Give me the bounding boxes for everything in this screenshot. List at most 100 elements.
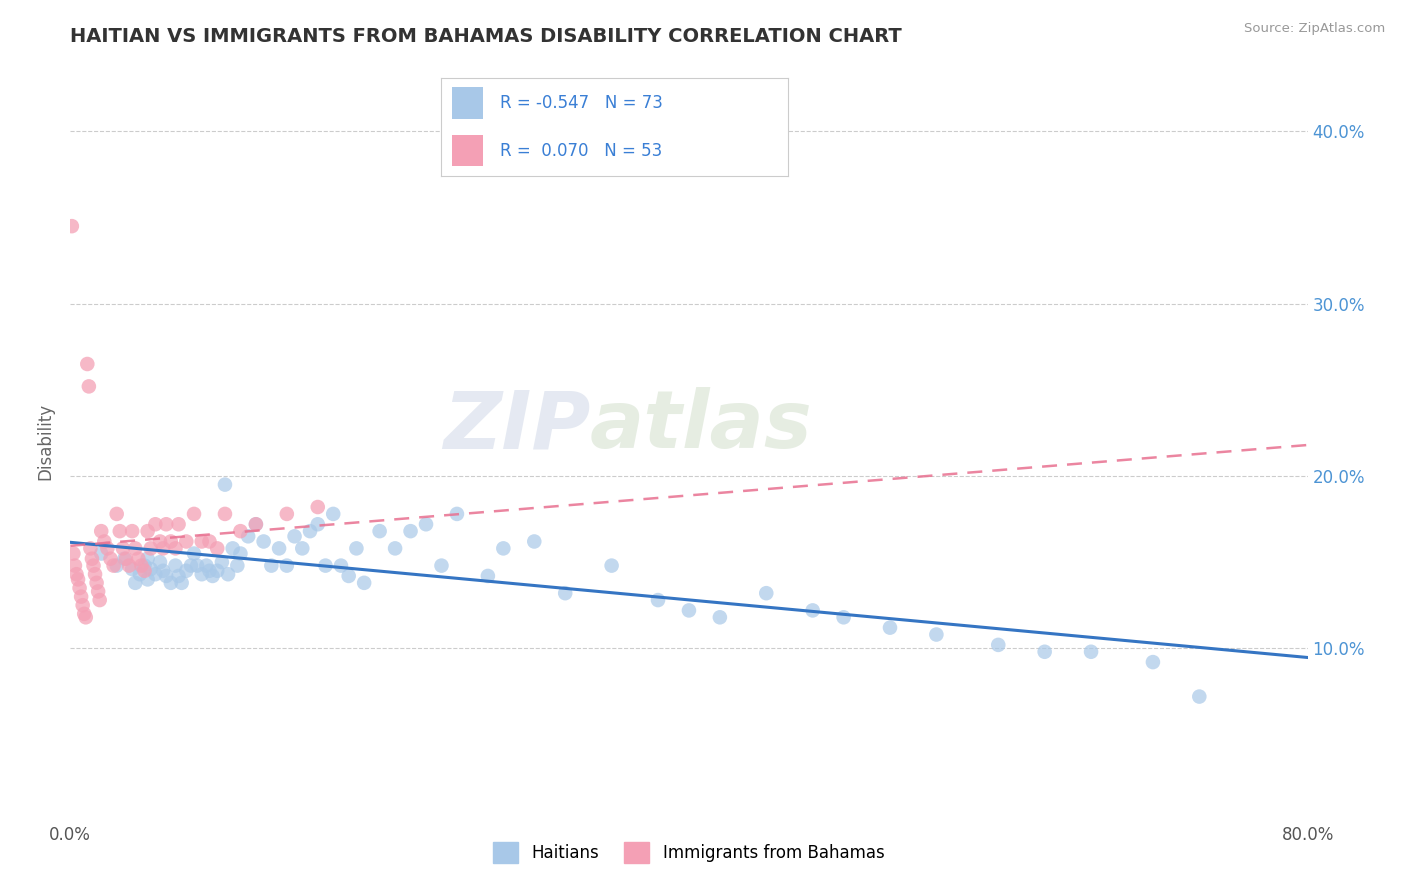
- Point: [191, 534, 214, 549]
- Point: [214, 507, 236, 521]
- Point: [183, 507, 205, 521]
- Point: [84, 567, 107, 582]
- Point: [346, 541, 368, 556]
- Point: [477, 569, 499, 583]
- Point: [384, 541, 406, 556]
- Point: [217, 567, 239, 582]
- Point: [174, 564, 197, 578]
- Point: [1033, 645, 1056, 659]
- Point: [62, 547, 84, 561]
- Point: [134, 558, 156, 573]
- Point: [90, 547, 112, 561]
- Point: [76, 357, 98, 371]
- Point: [105, 558, 128, 573]
- Point: [191, 567, 214, 582]
- Point: [399, 524, 422, 538]
- Point: [124, 541, 146, 556]
- Text: atlas: atlas: [591, 387, 813, 466]
- Point: [90, 524, 112, 538]
- Point: [73, 607, 96, 621]
- Point: [136, 524, 159, 538]
- Point: [238, 529, 260, 543]
- Point: [207, 564, 229, 578]
- Point: [832, 610, 855, 624]
- Text: ZIP: ZIP: [443, 387, 591, 466]
- Point: [160, 575, 183, 590]
- Point: [198, 534, 221, 549]
- Point: [368, 524, 391, 538]
- Point: [60, 219, 83, 234]
- Point: [269, 541, 291, 556]
- Point: [103, 558, 125, 573]
- Point: [211, 555, 233, 569]
- Text: Source: ZipAtlas.com: Source: ZipAtlas.com: [1244, 22, 1385, 36]
- Point: [245, 517, 267, 532]
- Point: [149, 534, 172, 549]
- Point: [186, 558, 208, 573]
- Point: [925, 627, 948, 641]
- Y-axis label: Disability: Disability: [37, 403, 55, 480]
- Point: [72, 599, 94, 613]
- Point: [330, 558, 353, 573]
- Point: [492, 541, 515, 556]
- Point: [165, 541, 187, 556]
- Point: [198, 564, 221, 578]
- Point: [75, 610, 97, 624]
- Point: [105, 507, 128, 521]
- Point: [554, 586, 576, 600]
- Point: [260, 558, 283, 573]
- Point: [80, 551, 103, 566]
- Point: [93, 534, 115, 549]
- Point: [229, 547, 252, 561]
- Text: HAITIAN VS IMMIGRANTS FROM BAHAMAS DISABILITY CORRELATION CHART: HAITIAN VS IMMIGRANTS FROM BAHAMAS DISAB…: [70, 27, 903, 45]
- Point: [127, 551, 149, 566]
- Point: [307, 517, 329, 532]
- Point: [207, 541, 229, 556]
- Point: [63, 558, 86, 573]
- Point: [149, 555, 172, 569]
- Point: [291, 541, 314, 556]
- Point: [139, 541, 162, 556]
- Point: [136, 551, 159, 566]
- Point: [124, 575, 146, 590]
- Point: [139, 562, 162, 576]
- Point: [108, 524, 131, 538]
- Point: [67, 573, 90, 587]
- Point: [65, 567, 87, 582]
- Point: [152, 541, 174, 556]
- Point: [755, 586, 778, 600]
- Point: [284, 529, 307, 543]
- Point: [118, 558, 141, 573]
- Point: [253, 534, 276, 549]
- Point: [152, 564, 174, 578]
- Point: [307, 500, 329, 514]
- Point: [145, 567, 166, 582]
- Point: [226, 558, 249, 573]
- Point: [276, 507, 298, 521]
- Point: [87, 584, 110, 599]
- Point: [165, 558, 187, 573]
- Point: [195, 558, 218, 573]
- Point: [170, 575, 193, 590]
- Point: [600, 558, 623, 573]
- Point: [115, 551, 138, 566]
- Point: [96, 541, 118, 556]
- Point: [229, 524, 252, 538]
- Point: [183, 547, 205, 561]
- Point: [145, 517, 166, 532]
- Point: [222, 541, 245, 556]
- Point: [446, 507, 468, 521]
- Point: [180, 558, 202, 573]
- Point: [299, 524, 322, 538]
- Point: [121, 562, 143, 576]
- Point: [70, 590, 93, 604]
- Point: [801, 603, 824, 617]
- Point: [987, 638, 1010, 652]
- Point: [121, 524, 143, 538]
- Point: [111, 541, 134, 556]
- Point: [322, 507, 344, 521]
- Point: [174, 534, 197, 549]
- Point: [315, 558, 337, 573]
- Point: [245, 517, 267, 532]
- Point: [678, 603, 700, 617]
